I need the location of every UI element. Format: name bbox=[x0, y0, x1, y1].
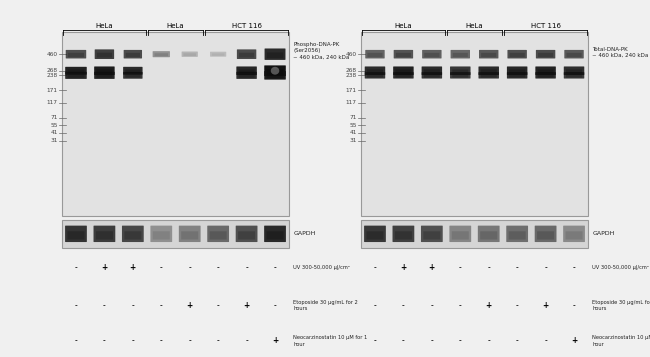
FancyBboxPatch shape bbox=[153, 231, 170, 240]
FancyBboxPatch shape bbox=[125, 74, 140, 77]
FancyBboxPatch shape bbox=[95, 49, 114, 59]
FancyBboxPatch shape bbox=[68, 70, 84, 74]
FancyBboxPatch shape bbox=[478, 66, 499, 75]
FancyBboxPatch shape bbox=[395, 231, 412, 240]
Text: 55: 55 bbox=[50, 123, 58, 128]
FancyBboxPatch shape bbox=[94, 226, 115, 242]
Text: -: - bbox=[544, 336, 547, 346]
FancyBboxPatch shape bbox=[367, 231, 384, 240]
FancyBboxPatch shape bbox=[506, 226, 528, 242]
FancyBboxPatch shape bbox=[510, 53, 525, 57]
Text: -: - bbox=[217, 301, 220, 310]
FancyBboxPatch shape bbox=[509, 231, 526, 240]
FancyBboxPatch shape bbox=[122, 226, 144, 242]
FancyBboxPatch shape bbox=[452, 69, 468, 74]
FancyBboxPatch shape bbox=[367, 53, 383, 57]
Text: -: - bbox=[75, 301, 77, 310]
FancyBboxPatch shape bbox=[423, 231, 440, 240]
Text: +: + bbox=[130, 263, 136, 272]
Text: +: + bbox=[543, 301, 549, 310]
Text: 55: 55 bbox=[349, 123, 357, 128]
Text: -: - bbox=[160, 301, 162, 310]
Text: -: - bbox=[573, 263, 575, 272]
FancyBboxPatch shape bbox=[66, 50, 86, 59]
Text: +: + bbox=[571, 336, 577, 346]
Text: Etoposide 30 μg/mL for 2
hours: Etoposide 30 μg/mL for 2 hours bbox=[592, 300, 650, 311]
FancyBboxPatch shape bbox=[265, 65, 286, 76]
FancyBboxPatch shape bbox=[564, 72, 584, 79]
Text: -: - bbox=[459, 263, 462, 272]
Bar bbox=[361, 32, 588, 216]
FancyBboxPatch shape bbox=[450, 72, 471, 79]
FancyBboxPatch shape bbox=[94, 72, 114, 79]
FancyBboxPatch shape bbox=[365, 50, 385, 59]
FancyBboxPatch shape bbox=[538, 74, 554, 77]
FancyBboxPatch shape bbox=[422, 50, 441, 59]
FancyBboxPatch shape bbox=[264, 226, 286, 242]
FancyBboxPatch shape bbox=[536, 50, 555, 59]
FancyBboxPatch shape bbox=[508, 50, 527, 59]
FancyBboxPatch shape bbox=[239, 74, 255, 78]
FancyBboxPatch shape bbox=[450, 66, 471, 75]
FancyBboxPatch shape bbox=[124, 231, 141, 240]
FancyBboxPatch shape bbox=[478, 226, 500, 242]
FancyBboxPatch shape bbox=[450, 50, 470, 59]
Text: -: - bbox=[217, 263, 220, 272]
FancyBboxPatch shape bbox=[452, 53, 468, 57]
FancyBboxPatch shape bbox=[212, 53, 224, 56]
FancyBboxPatch shape bbox=[365, 72, 385, 79]
Text: 460: 460 bbox=[346, 52, 357, 57]
Text: HCT 116: HCT 116 bbox=[530, 23, 560, 29]
FancyBboxPatch shape bbox=[536, 66, 556, 75]
Text: Total-DNA-PK
~ 460 kDa, 240 kDa: Total-DNA-PK ~ 460 kDa, 240 kDa bbox=[592, 47, 649, 58]
FancyBboxPatch shape bbox=[538, 69, 554, 74]
FancyBboxPatch shape bbox=[181, 51, 198, 57]
FancyBboxPatch shape bbox=[394, 50, 413, 59]
FancyBboxPatch shape bbox=[123, 72, 142, 79]
FancyBboxPatch shape bbox=[537, 231, 554, 240]
FancyBboxPatch shape bbox=[393, 72, 413, 79]
FancyBboxPatch shape bbox=[424, 69, 440, 74]
FancyBboxPatch shape bbox=[96, 69, 112, 74]
Text: HeLa: HeLa bbox=[166, 23, 185, 29]
Text: 171: 171 bbox=[346, 87, 357, 92]
Text: 238: 238 bbox=[346, 73, 357, 78]
Text: +: + bbox=[400, 263, 406, 272]
Text: 117: 117 bbox=[47, 100, 58, 105]
Text: +: + bbox=[429, 263, 435, 272]
FancyBboxPatch shape bbox=[153, 51, 170, 57]
FancyBboxPatch shape bbox=[395, 74, 411, 77]
Text: -: - bbox=[103, 336, 106, 346]
Text: -: - bbox=[131, 336, 134, 346]
FancyBboxPatch shape bbox=[365, 66, 385, 75]
Text: 460: 460 bbox=[47, 52, 58, 57]
FancyBboxPatch shape bbox=[181, 231, 198, 240]
FancyBboxPatch shape bbox=[237, 49, 256, 59]
FancyBboxPatch shape bbox=[239, 69, 255, 74]
Text: -: - bbox=[160, 336, 162, 346]
Text: -: - bbox=[75, 263, 77, 272]
FancyBboxPatch shape bbox=[395, 69, 411, 74]
Text: -: - bbox=[488, 336, 490, 346]
FancyBboxPatch shape bbox=[65, 67, 86, 75]
FancyBboxPatch shape bbox=[566, 53, 582, 57]
Text: -: - bbox=[459, 301, 462, 310]
Text: -: - bbox=[160, 263, 162, 272]
Text: 71: 71 bbox=[350, 115, 357, 120]
Text: -: - bbox=[188, 336, 191, 346]
FancyBboxPatch shape bbox=[65, 72, 86, 79]
Text: Phospho-DNA-PK
(Ser2056)
~ 460 kDa, 240 kDa: Phospho-DNA-PK (Ser2056) ~ 460 kDa, 240 … bbox=[293, 42, 350, 60]
FancyBboxPatch shape bbox=[237, 72, 257, 79]
FancyBboxPatch shape bbox=[424, 53, 439, 57]
Text: 41: 41 bbox=[51, 130, 58, 135]
FancyBboxPatch shape bbox=[509, 69, 525, 74]
FancyBboxPatch shape bbox=[566, 69, 582, 74]
FancyBboxPatch shape bbox=[125, 70, 140, 74]
Text: 238: 238 bbox=[47, 73, 58, 78]
FancyBboxPatch shape bbox=[124, 50, 142, 59]
FancyBboxPatch shape bbox=[452, 231, 469, 240]
Bar bbox=[62, 220, 289, 248]
FancyBboxPatch shape bbox=[266, 231, 283, 240]
FancyBboxPatch shape bbox=[507, 72, 527, 79]
FancyBboxPatch shape bbox=[535, 226, 556, 242]
